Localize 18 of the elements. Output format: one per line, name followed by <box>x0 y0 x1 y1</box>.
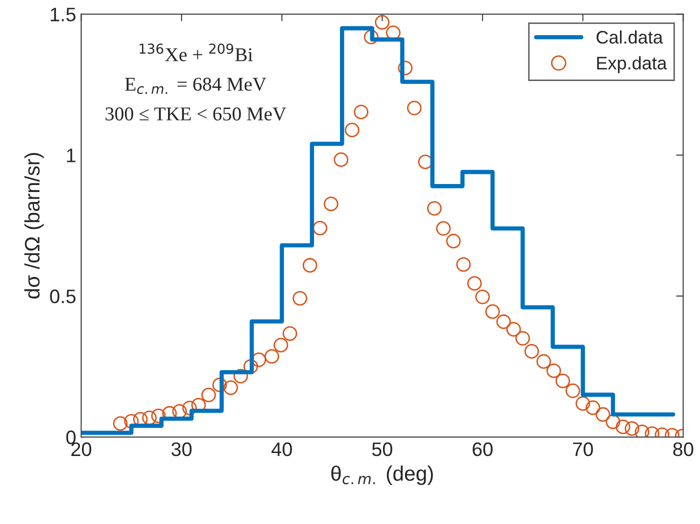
legend-label: Cal.data <box>596 30 663 44</box>
y-axis-title: dσ /dΩ (barn/sr) <box>24 153 44 299</box>
x-tick-label: 70 <box>573 442 593 456</box>
y-tick-label: 0.5 <box>50 290 76 304</box>
y-tick-label: 1 <box>67 148 76 162</box>
x-tick-label: 30 <box>171 442 192 456</box>
x-tick-label: 80 <box>673 442 694 456</box>
y-tick-label: 0 <box>66 430 76 444</box>
legend-label: Exp.data <box>597 56 667 74</box>
y-tick-label: 1.5 <box>50 8 76 22</box>
x-tick-label: 50 <box>372 442 392 456</box>
x-tick-label: 20 <box>71 442 92 456</box>
x-axis-title: θ$_{c.m.}$ (deg) <box>331 466 433 485</box>
x-tick-label: 40 <box>272 442 292 456</box>
annotation: E$_{c.m.}$ = 684 MeV <box>125 78 266 94</box>
annotation: $^{136}$Xe + $^{209}$Bi <box>140 44 253 62</box>
annotation: 300 ≤ TKE < 650 MeV <box>106 107 286 121</box>
x-tick-label: 60 <box>472 442 493 456</box>
